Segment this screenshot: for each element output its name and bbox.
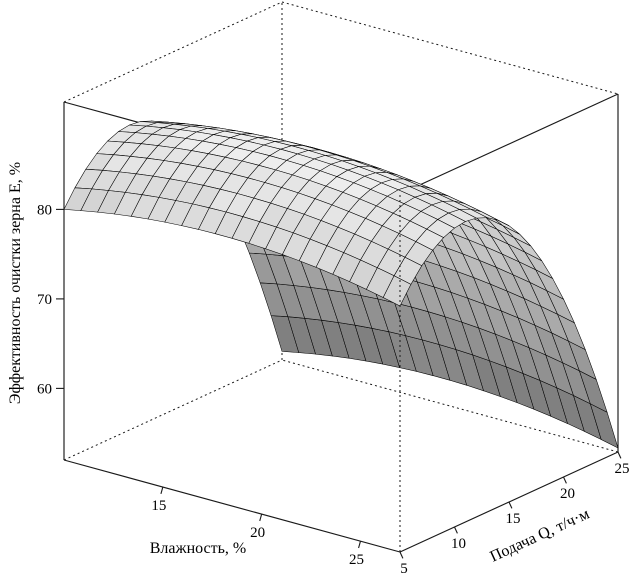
x-tick-label: 25	[349, 552, 364, 568]
x-axis-ticks: 15 20 25	[151, 486, 364, 568]
z-tick-label: 70	[37, 292, 52, 308]
z-tick-label: 80	[37, 202, 52, 218]
y-tick-label: 25	[615, 461, 629, 477]
box-hidden-edges	[63, 1, 619, 461]
y-tick-label: 20	[560, 486, 575, 502]
surface-mesh	[63, 120, 619, 449]
y-tick-label: 15	[506, 511, 521, 527]
y-tick-label: 5	[400, 561, 408, 577]
y-tick-label: 10	[451, 536, 466, 552]
z-tick-label: 60	[37, 381, 52, 397]
z-axis-ticks: 60 70 80	[37, 202, 64, 397]
z-axis-title: Эффективность очистки зерна Е, %	[7, 161, 24, 405]
y-axis-ticks: 5 10 15 20 25	[399, 451, 629, 577]
x-axis-title: Влажность, %	[149, 540, 247, 557]
x-tick-label: 20	[250, 525, 265, 541]
x-tick-label: 15	[151, 498, 166, 514]
